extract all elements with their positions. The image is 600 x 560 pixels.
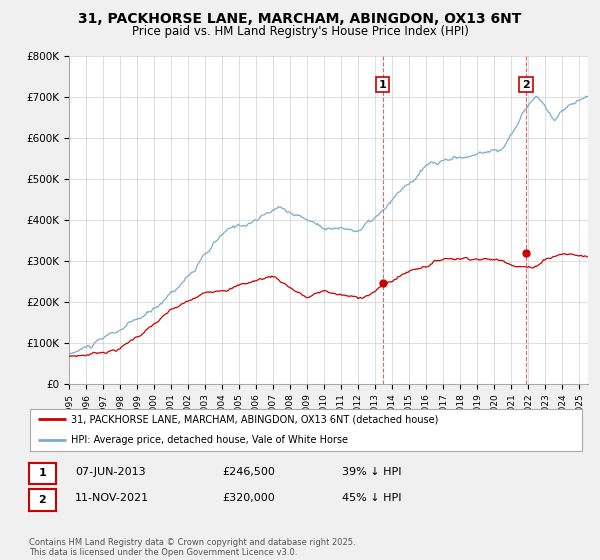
Text: 11-NOV-2021: 11-NOV-2021 xyxy=(75,493,149,503)
Text: £320,000: £320,000 xyxy=(222,493,275,503)
Text: 45% ↓ HPI: 45% ↓ HPI xyxy=(342,493,401,503)
Text: 07-JUN-2013: 07-JUN-2013 xyxy=(75,466,146,477)
Text: 1: 1 xyxy=(379,80,386,90)
Text: 2: 2 xyxy=(522,80,530,90)
Text: HPI: Average price, detached house, Vale of White Horse: HPI: Average price, detached house, Vale… xyxy=(71,435,349,445)
Text: 39% ↓ HPI: 39% ↓ HPI xyxy=(342,466,401,477)
Text: 2: 2 xyxy=(38,495,46,505)
Text: Contains HM Land Registry data © Crown copyright and database right 2025.
This d: Contains HM Land Registry data © Crown c… xyxy=(29,538,355,557)
Text: £246,500: £246,500 xyxy=(222,466,275,477)
Text: 31, PACKHORSE LANE, MARCHAM, ABINGDON, OX13 6NT: 31, PACKHORSE LANE, MARCHAM, ABINGDON, O… xyxy=(79,12,521,26)
Text: Price paid vs. HM Land Registry's House Price Index (HPI): Price paid vs. HM Land Registry's House … xyxy=(131,25,469,38)
Text: 31, PACKHORSE LANE, MARCHAM, ABINGDON, OX13 6NT (detached house): 31, PACKHORSE LANE, MARCHAM, ABINGDON, O… xyxy=(71,414,439,424)
Text: 1: 1 xyxy=(38,468,46,478)
